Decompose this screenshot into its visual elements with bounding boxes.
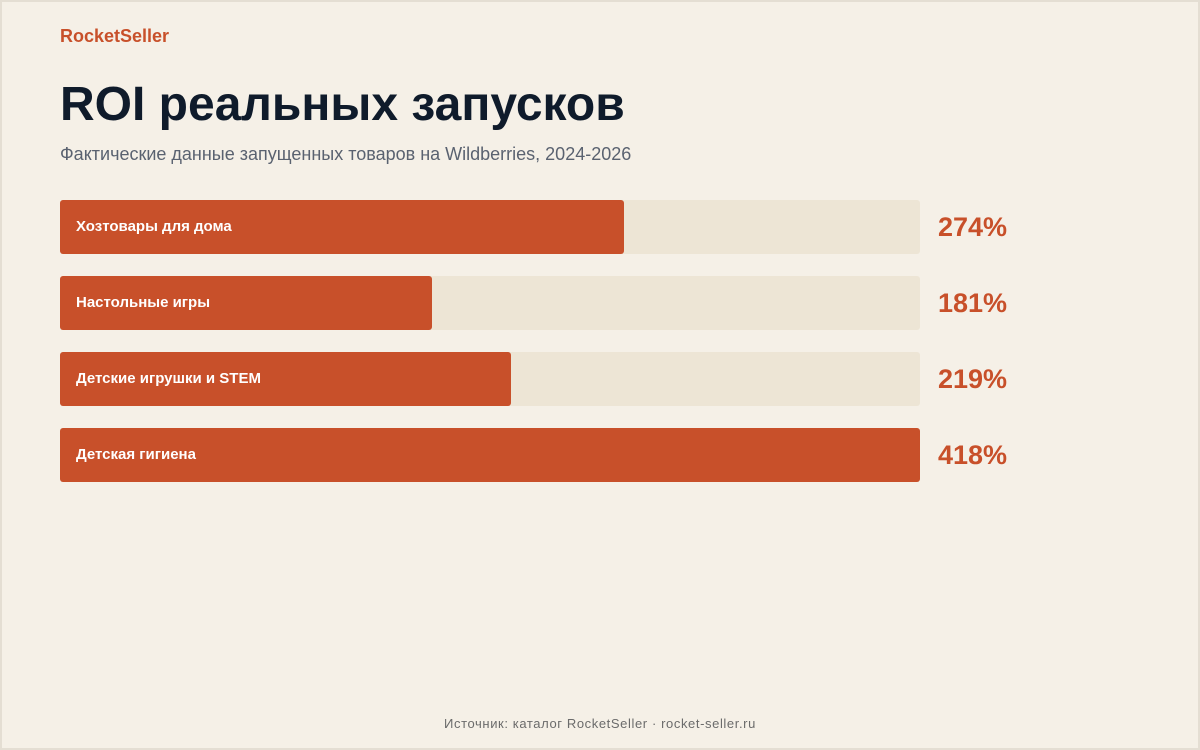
category-label: Настольные игры xyxy=(76,294,211,311)
value-label: 181% xyxy=(938,288,1008,318)
bar-row: Детская гигиена 418% xyxy=(60,428,1060,482)
bar xyxy=(60,276,433,330)
bar-chart: Хозтовары для дома 274% Настольные игры 181… xyxy=(60,200,1060,504)
chart-title: ROI реальных запусков xyxy=(60,78,625,131)
bar-track xyxy=(60,200,920,254)
bar-track xyxy=(60,428,920,482)
category-label: Хозтовары для дома xyxy=(76,218,232,235)
bar-track xyxy=(60,352,920,406)
bar xyxy=(60,428,920,482)
bar xyxy=(60,200,624,254)
category-label: Детские игрушки и STEM xyxy=(76,370,261,387)
bar-row: Настольные игры 181% xyxy=(60,276,1060,330)
bar xyxy=(60,352,511,406)
bar-row: Детские игрушки и STEM 219% xyxy=(60,352,1060,406)
value-label: 274% xyxy=(938,212,1008,242)
value-label: 418% xyxy=(938,440,1008,470)
bar-track xyxy=(60,276,920,330)
chart-subtitle: Фактические данные запущенных товаров на… xyxy=(60,144,632,164)
category-label: Детская гигиена xyxy=(76,446,196,463)
bar-row: Хозтовары для дома 274% xyxy=(60,200,1060,254)
brand-logo-text: RocketSeller xyxy=(60,26,170,46)
source-footer: Источник: каталог RocketSeller · rocket-… xyxy=(444,716,756,731)
value-label: 219% xyxy=(938,364,1008,394)
